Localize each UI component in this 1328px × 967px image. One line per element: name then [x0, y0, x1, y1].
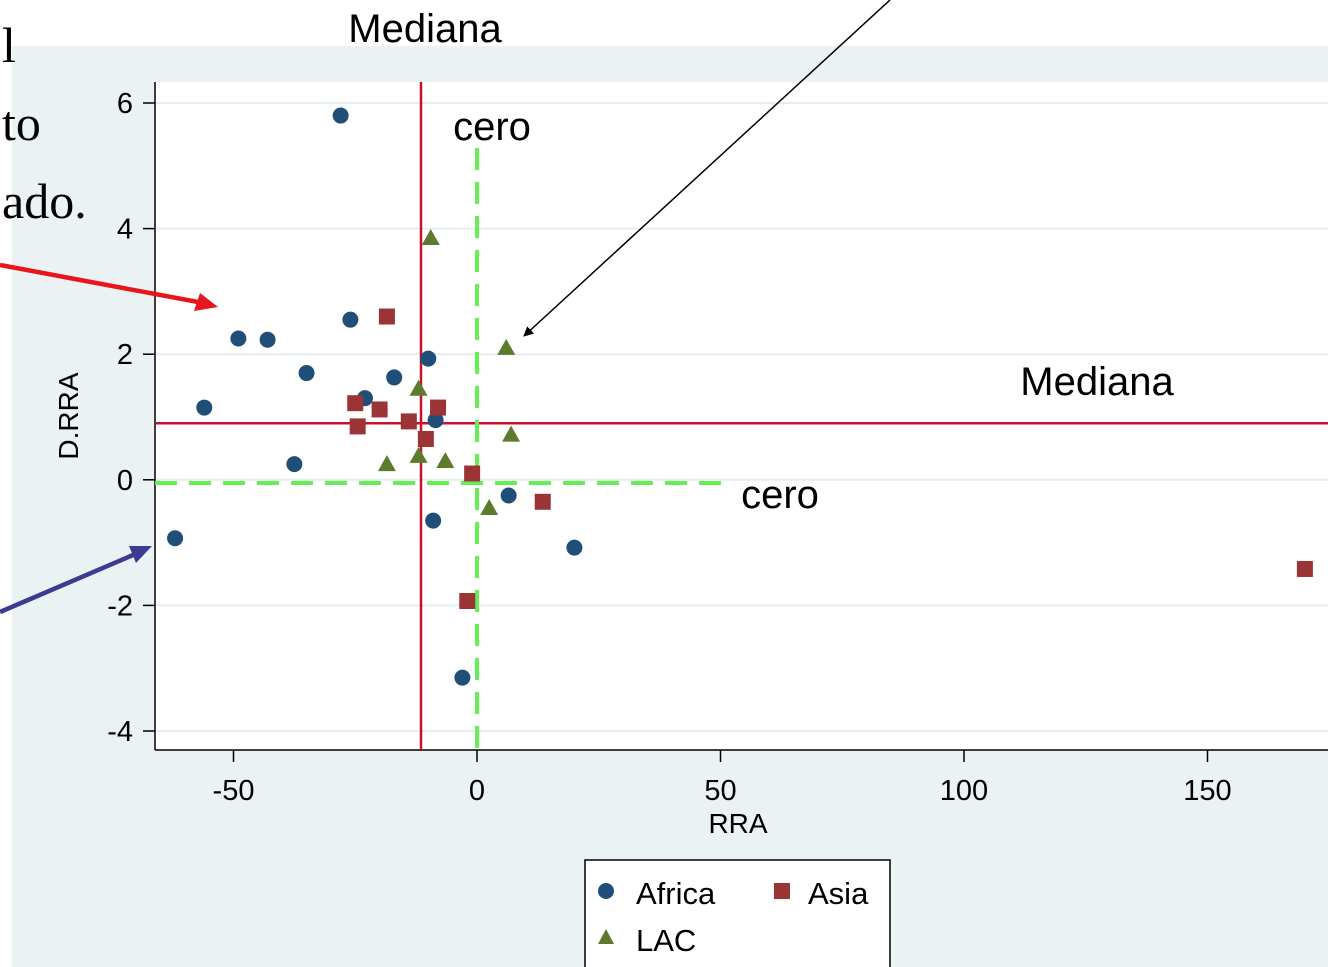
point-lac [421, 229, 440, 246]
point-africa [298, 365, 315, 382]
point-asia [1296, 560, 1313, 577]
point-africa [167, 530, 184, 547]
legend-label-lac: LAC [636, 923, 696, 958]
legend-marker-lac [598, 929, 614, 944]
y-tick-label: -2 [107, 590, 133, 622]
point-asia [347, 395, 364, 412]
point-africa [196, 399, 213, 416]
red-arrow [0, 262, 218, 311]
point-lac [497, 338, 516, 355]
point-asia [534, 493, 551, 510]
point-africa [286, 456, 303, 473]
x-tick-label: 50 [704, 775, 736, 807]
gridlines [155, 102, 1328, 732]
point-africa [566, 539, 583, 556]
point-asia [430, 399, 447, 416]
point-lac [409, 379, 428, 396]
point-africa [342, 311, 359, 328]
median-vertical-label: Mediana [348, 7, 502, 51]
point-lac [377, 455, 396, 472]
y-tick-label: 2 [117, 339, 133, 371]
x-tick-label: 100 [940, 775, 988, 807]
y-tick-label: -4 [107, 716, 133, 748]
legend-box [584, 859, 891, 967]
point-asia [464, 465, 481, 482]
text-fragment-1: l [2, 17, 16, 73]
point-africa [500, 487, 517, 504]
legend-marker-africa [598, 883, 614, 899]
point-africa [425, 512, 442, 529]
point-africa [332, 107, 349, 124]
point-africa [454, 669, 471, 686]
legend-marker-asia [774, 883, 790, 899]
zero-horizontal-label: cero [741, 473, 819, 517]
point-africa [386, 369, 403, 386]
point-lac [436, 451, 455, 468]
x-axis-title: RRA [708, 808, 767, 839]
point-africa [427, 412, 444, 429]
text-fragment-3: ado. [2, 173, 87, 229]
zero-vertical-label: cero [453, 105, 531, 149]
y-ticks: -4 -2 0 2 4 6 [107, 88, 155, 748]
legend: Africa Asia LAC [584, 859, 891, 967]
point-africa [259, 331, 276, 348]
blue-arrow [0, 546, 152, 615]
x-ticks: -50 0 50 100 150 [213, 750, 1232, 807]
point-asia [459, 593, 476, 610]
point-asia [378, 308, 395, 325]
point-africa [420, 350, 437, 367]
black-arrow [523, 0, 891, 337]
x-tick-label: 150 [1183, 775, 1231, 807]
point-asia [417, 430, 434, 447]
y-tick-label: 0 [117, 465, 133, 497]
point-africa [230, 330, 247, 347]
y-tick-label: 6 [117, 88, 133, 120]
point-lac [502, 425, 521, 442]
point-asia [371, 401, 388, 418]
point-lac [409, 446, 428, 463]
y-axis-title: D.RRA [53, 372, 84, 459]
point-asia [349, 418, 366, 435]
median-horizontal-label: Mediana [1020, 360, 1174, 404]
point-lac [480, 499, 499, 516]
plot-area [155, 82, 1328, 750]
point-asia [400, 413, 417, 430]
axes [154, 82, 1328, 751]
data-points [167, 107, 1313, 686]
x-tick-label: 0 [469, 775, 485, 807]
text-fragment-2: to [2, 95, 41, 151]
y-tick-label: 4 [117, 214, 133, 246]
x-tick-label: -50 [213, 775, 255, 807]
legend-label-africa: Africa [636, 876, 716, 911]
legend-label-asia: Asia [808, 876, 869, 911]
